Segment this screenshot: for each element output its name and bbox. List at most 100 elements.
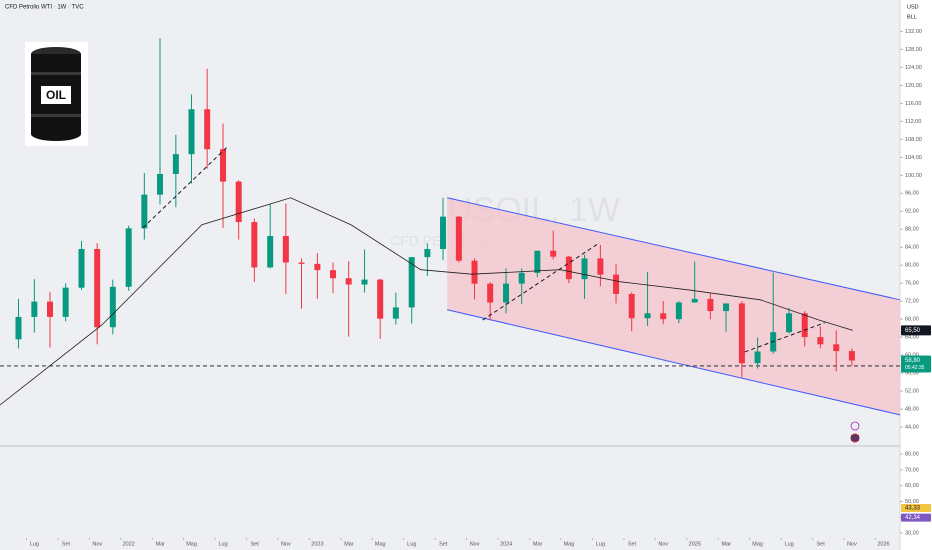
y-tick-label: 72,00 xyxy=(905,299,919,305)
x-tick-label: 2024 xyxy=(500,541,512,547)
candle-body xyxy=(801,313,808,338)
rsi-y-tick-label: 80,00 xyxy=(905,452,919,458)
candle-body xyxy=(455,216,462,261)
candle-body xyxy=(125,228,132,287)
x-tick-label: Nov xyxy=(658,541,668,547)
candle-body xyxy=(534,250,541,273)
currency: USD xyxy=(907,4,919,10)
candle-body xyxy=(424,249,431,258)
candle-body xyxy=(848,351,855,361)
candle-body xyxy=(408,257,415,308)
x-tick-label: Nov xyxy=(470,541,480,547)
x-tick-label: Mag xyxy=(752,541,763,547)
price-tag-label: 65,50 xyxy=(905,328,921,334)
x-tick-label: 2026 xyxy=(877,541,889,547)
rsi-tag-label: 43,33 xyxy=(905,506,921,512)
y-tick-label: 52,00 xyxy=(905,389,919,395)
y-tick-label: 92,00 xyxy=(905,209,919,215)
candle-body xyxy=(440,216,447,250)
oil-icon: OIL xyxy=(25,42,88,146)
candle-body xyxy=(691,298,698,303)
x-tick-label: Nov xyxy=(847,541,857,547)
x-tick-label: 2025 xyxy=(689,541,701,547)
y-tick-label: 112,00 xyxy=(905,119,921,125)
candle-body xyxy=(738,303,745,364)
y-tick-label: 116,00 xyxy=(905,101,921,107)
candle-body xyxy=(172,154,179,174)
x-tick-label: Set xyxy=(250,541,259,547)
x-tick-label: Lug xyxy=(30,541,39,547)
countdown: 05:42:35 xyxy=(905,365,925,371)
price-axis xyxy=(900,0,932,550)
x-tick-label: Mag xyxy=(564,541,575,547)
candle-body xyxy=(345,278,352,285)
candle-body xyxy=(47,301,53,317)
candle-body xyxy=(298,262,305,264)
candle-body xyxy=(707,298,714,312)
y-tick-label: 44,00 xyxy=(905,424,919,430)
candle-body xyxy=(235,181,242,223)
y-tick-label: 88,00 xyxy=(905,227,919,233)
x-tick-label: Lug xyxy=(407,541,416,547)
candle-body xyxy=(220,149,227,182)
candle-body xyxy=(314,263,321,271)
x-tick-label: Mag xyxy=(186,541,197,547)
candle-body xyxy=(282,235,289,263)
candle-body xyxy=(392,307,399,319)
candle-body xyxy=(660,313,667,320)
y-tick-label: 100,00 xyxy=(905,173,922,179)
candle-body xyxy=(628,293,635,319)
candle-body xyxy=(503,283,510,303)
rsi-tag xyxy=(901,504,931,513)
candle-body xyxy=(550,250,557,257)
x-tick-label: Nov xyxy=(92,541,102,547)
price-tag-label: 58,80 xyxy=(905,358,921,364)
x-tick-label: Set xyxy=(817,541,826,547)
x-tick-label: Set xyxy=(62,541,71,547)
trendline xyxy=(482,242,600,321)
moving-average xyxy=(0,197,853,406)
x-tick-label: Lug xyxy=(219,541,228,547)
y-tick-label: 48,00 xyxy=(905,406,919,412)
candle-body xyxy=(251,222,258,268)
candle-body xyxy=(754,351,761,364)
y-tick-label: 128,00 xyxy=(905,47,922,53)
candle-body xyxy=(157,173,163,195)
candle-body xyxy=(141,194,148,229)
y-tick-label: 96,00 xyxy=(905,191,919,197)
x-tick-label: Lug xyxy=(785,541,794,547)
x-tick-label: Lug xyxy=(596,541,605,547)
candle-body xyxy=(597,258,604,275)
x-tick-label: 2023 xyxy=(311,541,323,547)
rsi-tag xyxy=(901,513,931,522)
x-tick-label: Mar xyxy=(344,541,354,547)
y-tick-label: 64,00 xyxy=(905,335,919,341)
x-tick-label: 2022 xyxy=(123,541,135,547)
y-tick-label: 124,00 xyxy=(905,65,922,71)
x-tick-label: Nov xyxy=(281,541,291,547)
icon-label: OIL xyxy=(46,88,66,102)
candle-body xyxy=(518,272,525,284)
candle-body xyxy=(675,302,682,320)
candle-body xyxy=(62,287,69,317)
channel-upper xyxy=(447,197,901,301)
pane-divider xyxy=(0,445,900,447)
price-tag xyxy=(901,355,931,373)
candle-body xyxy=(361,279,368,285)
rsi-y-tick-label: 30,00 xyxy=(905,531,919,537)
x-tick-label: Set xyxy=(628,541,637,547)
y-tick-label: 132,00 xyxy=(905,29,922,35)
candle-body xyxy=(109,286,116,328)
candle-body xyxy=(15,316,22,340)
y-tick-label: 80,00 xyxy=(905,263,919,269)
rsi-y-tick-label: 70,00 xyxy=(905,467,919,473)
y-tick-label: 68,00 xyxy=(905,317,919,323)
unit: BLL xyxy=(907,14,917,20)
y-tick-label: 56,00 xyxy=(905,371,919,377)
candle-body xyxy=(613,274,620,294)
chart-title: CFD Petrolio WTI · 1W · TVC xyxy=(5,5,84,11)
rsi-y-tick-label: 50,00 xyxy=(905,499,919,505)
price-tag xyxy=(901,325,931,336)
candle-body xyxy=(786,313,793,333)
